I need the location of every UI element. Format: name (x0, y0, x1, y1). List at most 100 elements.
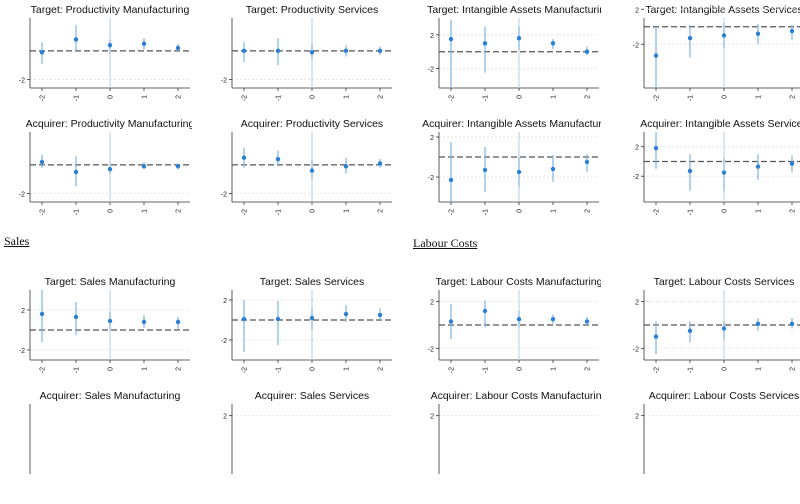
x-tick-label: -2 (40, 209, 47, 215)
data-point (309, 50, 315, 55)
data-point (377, 48, 383, 54)
x-tick-label: 2 (176, 209, 183, 213)
data-point (343, 48, 349, 54)
chart-panel: Acquirer: Intangible Assets Manufacturin… (422, 118, 601, 215)
chart-panel: Target: Productivity Services -2 -2 -1 0 1 2 (221, 4, 392, 101)
x-tick-label: -2 (449, 209, 456, 215)
data-point (275, 156, 281, 162)
data-point (39, 311, 45, 317)
chart-panel: Acquirer: Productivity Manufacturing -2 -2… (19, 118, 192, 215)
x-tick-label: -2 (40, 95, 47, 101)
x-tick-label: -1 (276, 367, 283, 373)
x-tick-label: 0 (722, 367, 729, 371)
data-point (482, 308, 488, 314)
x-tick-label: 2 (790, 209, 797, 213)
x-tick-label: 2 (585, 367, 592, 371)
chart-title: Target: Sales Manufacturing (45, 276, 176, 288)
data-point (141, 41, 147, 46)
chart-title: Acquirer: Labour Costs Services (649, 390, 800, 402)
chart-title: Acquirer: Productivity Manufacturing (26, 118, 192, 130)
x-tick-label: 1 (551, 209, 558, 213)
y-tick-label: 2 (430, 135, 434, 142)
chart-title: Acquirer: Labour Costs Manufacturing (431, 390, 601, 402)
chart-title: Acquirer: Sales Services (255, 390, 369, 402)
data-point (343, 311, 349, 317)
data-point (653, 334, 659, 339)
chart-panel: Target: Labour Costs Services 2 -2 -2 -1 0 1 2 (633, 276, 800, 373)
x-tick-label: -2 (242, 367, 249, 373)
x-tick-label: -1 (483, 95, 490, 101)
y-tick-label: 2 (635, 145, 639, 152)
chart-panel: Target: Intangible Assets Services 2 -2 -2 -… (633, 4, 800, 101)
chart-title: Target: Labour Costs Services (654, 276, 795, 288)
figure-grid: Sales Labour Costs Target: Productivity … (4, 4, 800, 474)
data-point (107, 166, 113, 172)
data-point (789, 321, 795, 327)
chart-panel: Target: Labour Costs Manufacturing 2 -2 -2 -… (428, 276, 601, 373)
y-tick-label: 2 (635, 300, 639, 307)
y-tick-label: -2 (19, 191, 25, 198)
data-point (789, 161, 795, 166)
chart-panel: Acquirer: Labour Costs Manufacturing 2 (430, 390, 601, 474)
data-point (653, 53, 659, 58)
data-point (550, 41, 556, 46)
data-point (516, 316, 522, 322)
x-tick-label: -1 (276, 209, 283, 215)
data-point (516, 36, 522, 41)
y-tick-label: -2 (633, 346, 639, 353)
y-tick-label: -2 (221, 191, 227, 198)
chart-title: Acquirer: Sales Manufacturing (40, 390, 181, 402)
chart-title: Target: Productivity Services (246, 4, 378, 16)
x-tick-label: -2 (654, 209, 661, 215)
x-tick-label: 0 (517, 95, 524, 99)
x-tick-label: 2 (378, 367, 385, 371)
chart-panel: Acquirer: Intangible Assets Services 2 -2 -… (633, 118, 800, 215)
chart-title: Target: Intangible Assets Services (645, 4, 800, 16)
data-point (73, 169, 79, 175)
data-point (653, 146, 659, 151)
data-point (377, 312, 383, 318)
data-point (107, 42, 113, 48)
y-tick-label: 2 (223, 414, 227, 421)
x-tick-label: 2 (176, 367, 183, 371)
x-tick-label: -1 (74, 367, 81, 373)
chart-panel: Target: Intangible Assets Manufacturing 2… (427, 4, 601, 101)
data-point (175, 319, 181, 325)
data-point (241, 155, 247, 160)
x-tick-label: 1 (551, 95, 558, 99)
data-point (789, 28, 795, 34)
chart-panel: Acquirer: Sales Services 2 (223, 390, 392, 474)
chart-panel: Target: Productivity Manufacturing -2 -2 -1… (19, 4, 190, 101)
data-point (687, 35, 693, 41)
y-tick-label: -2 (19, 348, 25, 355)
data-point (721, 326, 727, 331)
x-tick-label: 0 (722, 95, 729, 99)
y-tick-label: 2 (21, 308, 25, 315)
x-tick-label: 0 (517, 209, 524, 213)
y-tick-label: -2 (633, 42, 639, 49)
data-point (275, 316, 281, 322)
x-tick-label: -2 (449, 95, 456, 101)
x-tick-label: 1 (756, 95, 763, 99)
x-tick-label: 1 (142, 95, 149, 99)
x-tick-label: -2 (242, 209, 249, 215)
x-tick-label: -2 (654, 95, 661, 101)
x-tick-label: -1 (74, 95, 81, 101)
x-tick-label: 2 (378, 95, 385, 99)
x-tick-label: 0 (310, 367, 317, 371)
x-tick-label: -2 (40, 367, 47, 373)
x-tick-label: 0 (108, 367, 115, 371)
data-point (343, 164, 349, 169)
data-point (755, 31, 761, 36)
x-tick-label: -2 (242, 95, 249, 101)
data-point (550, 166, 556, 172)
y-tick-label: -2 (428, 175, 434, 182)
section-title-labour-costs: Labour Costs (413, 236, 478, 250)
data-point (584, 319, 590, 324)
data-point (275, 48, 281, 54)
x-tick-label: 1 (344, 209, 351, 213)
x-tick-label: 2 (585, 95, 592, 99)
data-point (73, 314, 79, 320)
data-point (721, 33, 727, 38)
y-tick-label: 2 (430, 300, 434, 307)
